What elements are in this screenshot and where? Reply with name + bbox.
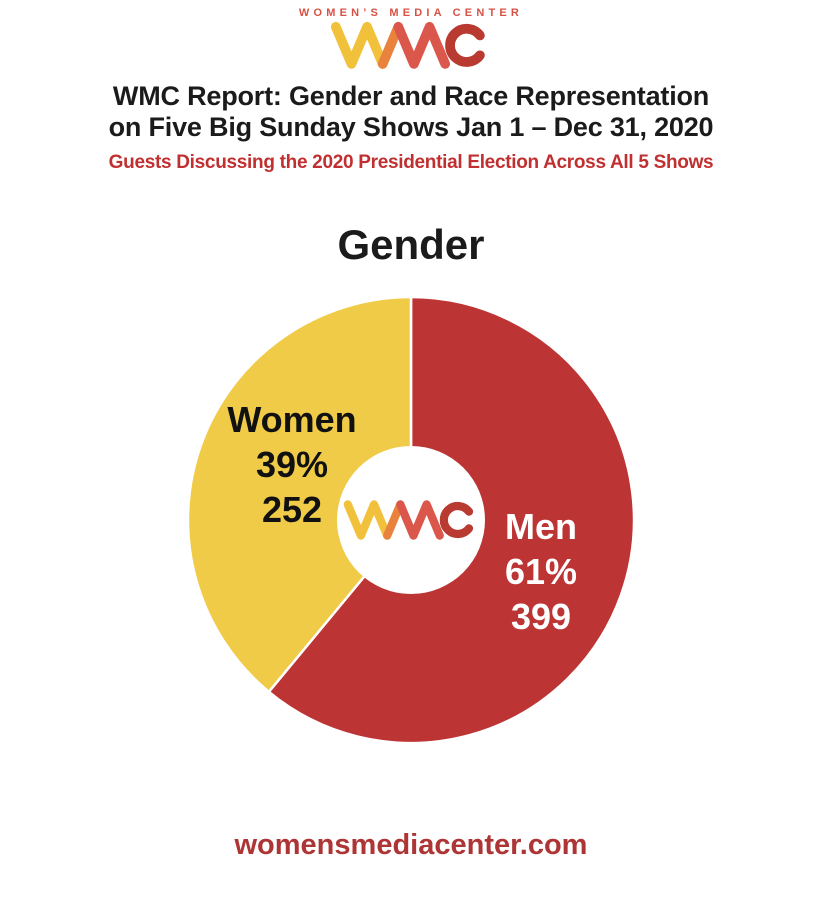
women-slice — [186, 295, 413, 693]
brand-wordmark: WOMEN’S MEDIA CENTER — [298, 7, 524, 19]
men-slice-label: Men 61% 399 — [505, 504, 577, 640]
women-label: Women — [227, 398, 357, 440]
report-subtitle: Guests Discussing the 2020 Presidential … — [108, 152, 714, 174]
wmc-center-logo-icon — [342, 498, 480, 541]
men-label: Men — [505, 505, 577, 547]
pie-svg — [186, 295, 636, 744]
report-title: WMC Report: Gender and Race Representati… — [0, 81, 822, 144]
wmc-logo-icon — [0, 20, 822, 71]
men-count: 399 — [510, 596, 572, 638]
footer: womensmediacenter.com — [0, 829, 822, 862]
report-title-line1: WMC Report: Gender and Race Representati… — [112, 80, 710, 111]
men-percent: 61% — [504, 550, 578, 592]
women-slice-label: Women 39% 252 — [227, 397, 356, 533]
women-percent: 39% — [255, 443, 329, 485]
report-title-line2: on Five Big Sunday Shows Jan 1 – Dec 31,… — [108, 112, 714, 143]
gender-pie-chart: Women 39% 252 Men 61% 399 — [186, 295, 636, 745]
chart-title: Gender — [337, 221, 485, 269]
women-count: 252 — [261, 489, 323, 531]
website-link[interactable]: womensmediacenter.com — [234, 828, 588, 861]
